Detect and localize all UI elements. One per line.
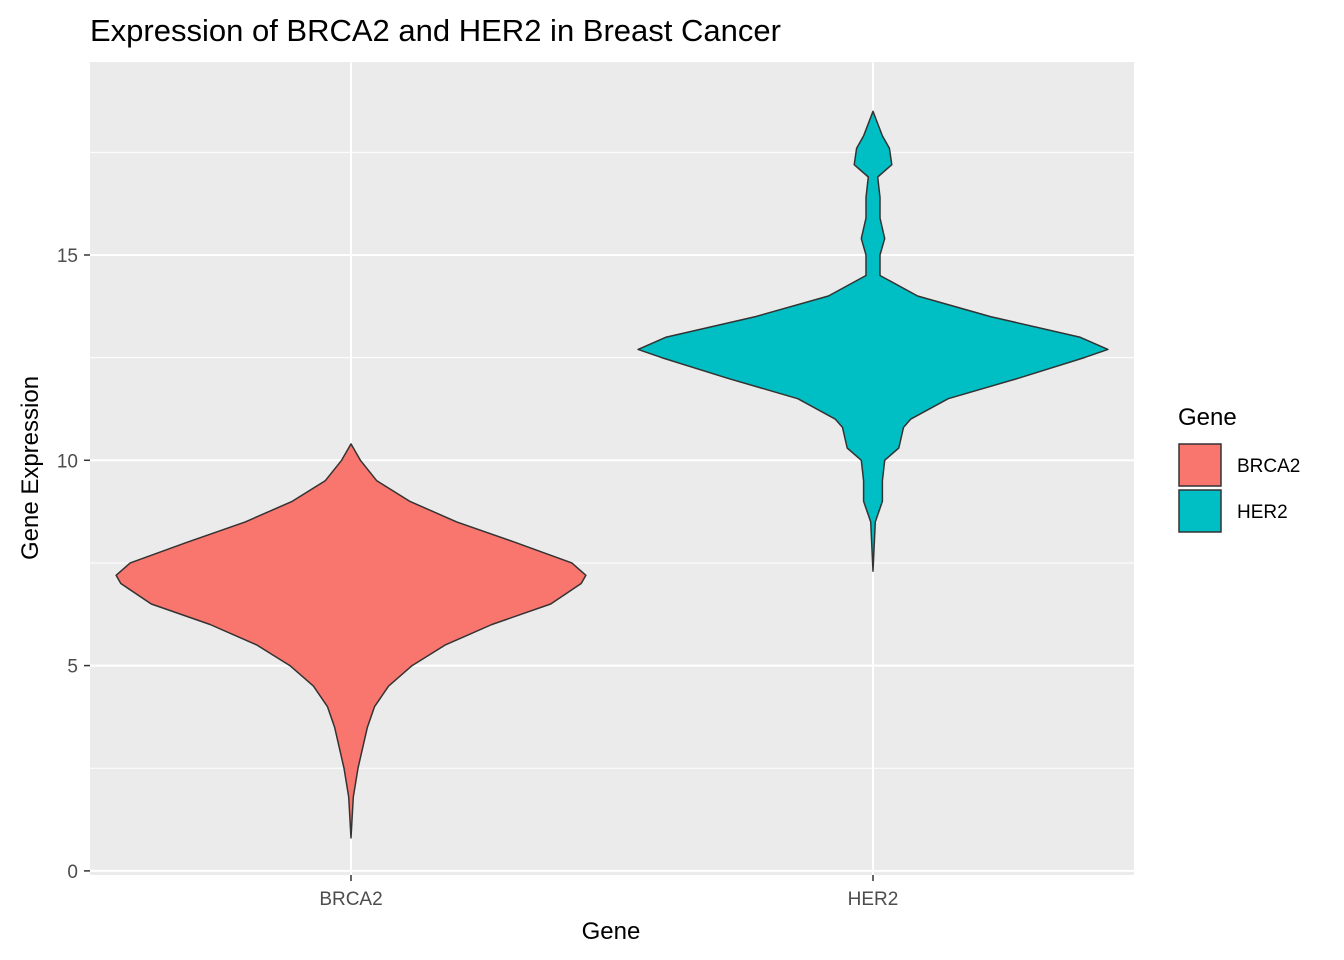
violins: [115, 110, 1109, 839]
x-axis: BRCA2 HER2: [319, 875, 898, 910]
plot-panel: [90, 62, 1134, 875]
legend-key-her2: [1178, 489, 1222, 533]
violin-her2: [637, 110, 1109, 572]
y-tick-label: 10: [57, 451, 78, 472]
legend-title: Gene: [1178, 404, 1237, 431]
y-tick-label: 5: [67, 657, 78, 678]
legend-key-brca2: [1178, 443, 1222, 487]
chart-title: Expression of BRCA2 and HER2 in Breast C…: [90, 13, 781, 48]
legend-label: BRCA2: [1237, 456, 1300, 477]
y-tick-label: 15: [57, 246, 78, 267]
x-axis-title: Gene: [582, 918, 641, 945]
legend: Gene BRCA2 HER2: [1178, 404, 1300, 533]
x-tick-label: BRCA2: [319, 889, 382, 910]
x-tick-label: HER2: [848, 889, 899, 910]
y-axis: 0 5 10 15: [57, 246, 90, 883]
legend-label: HER2: [1237, 502, 1288, 523]
violin-brca2: [115, 443, 587, 839]
y-tick-label: 0: [67, 862, 78, 883]
y-axis-title: Gene Expression: [17, 376, 44, 560]
